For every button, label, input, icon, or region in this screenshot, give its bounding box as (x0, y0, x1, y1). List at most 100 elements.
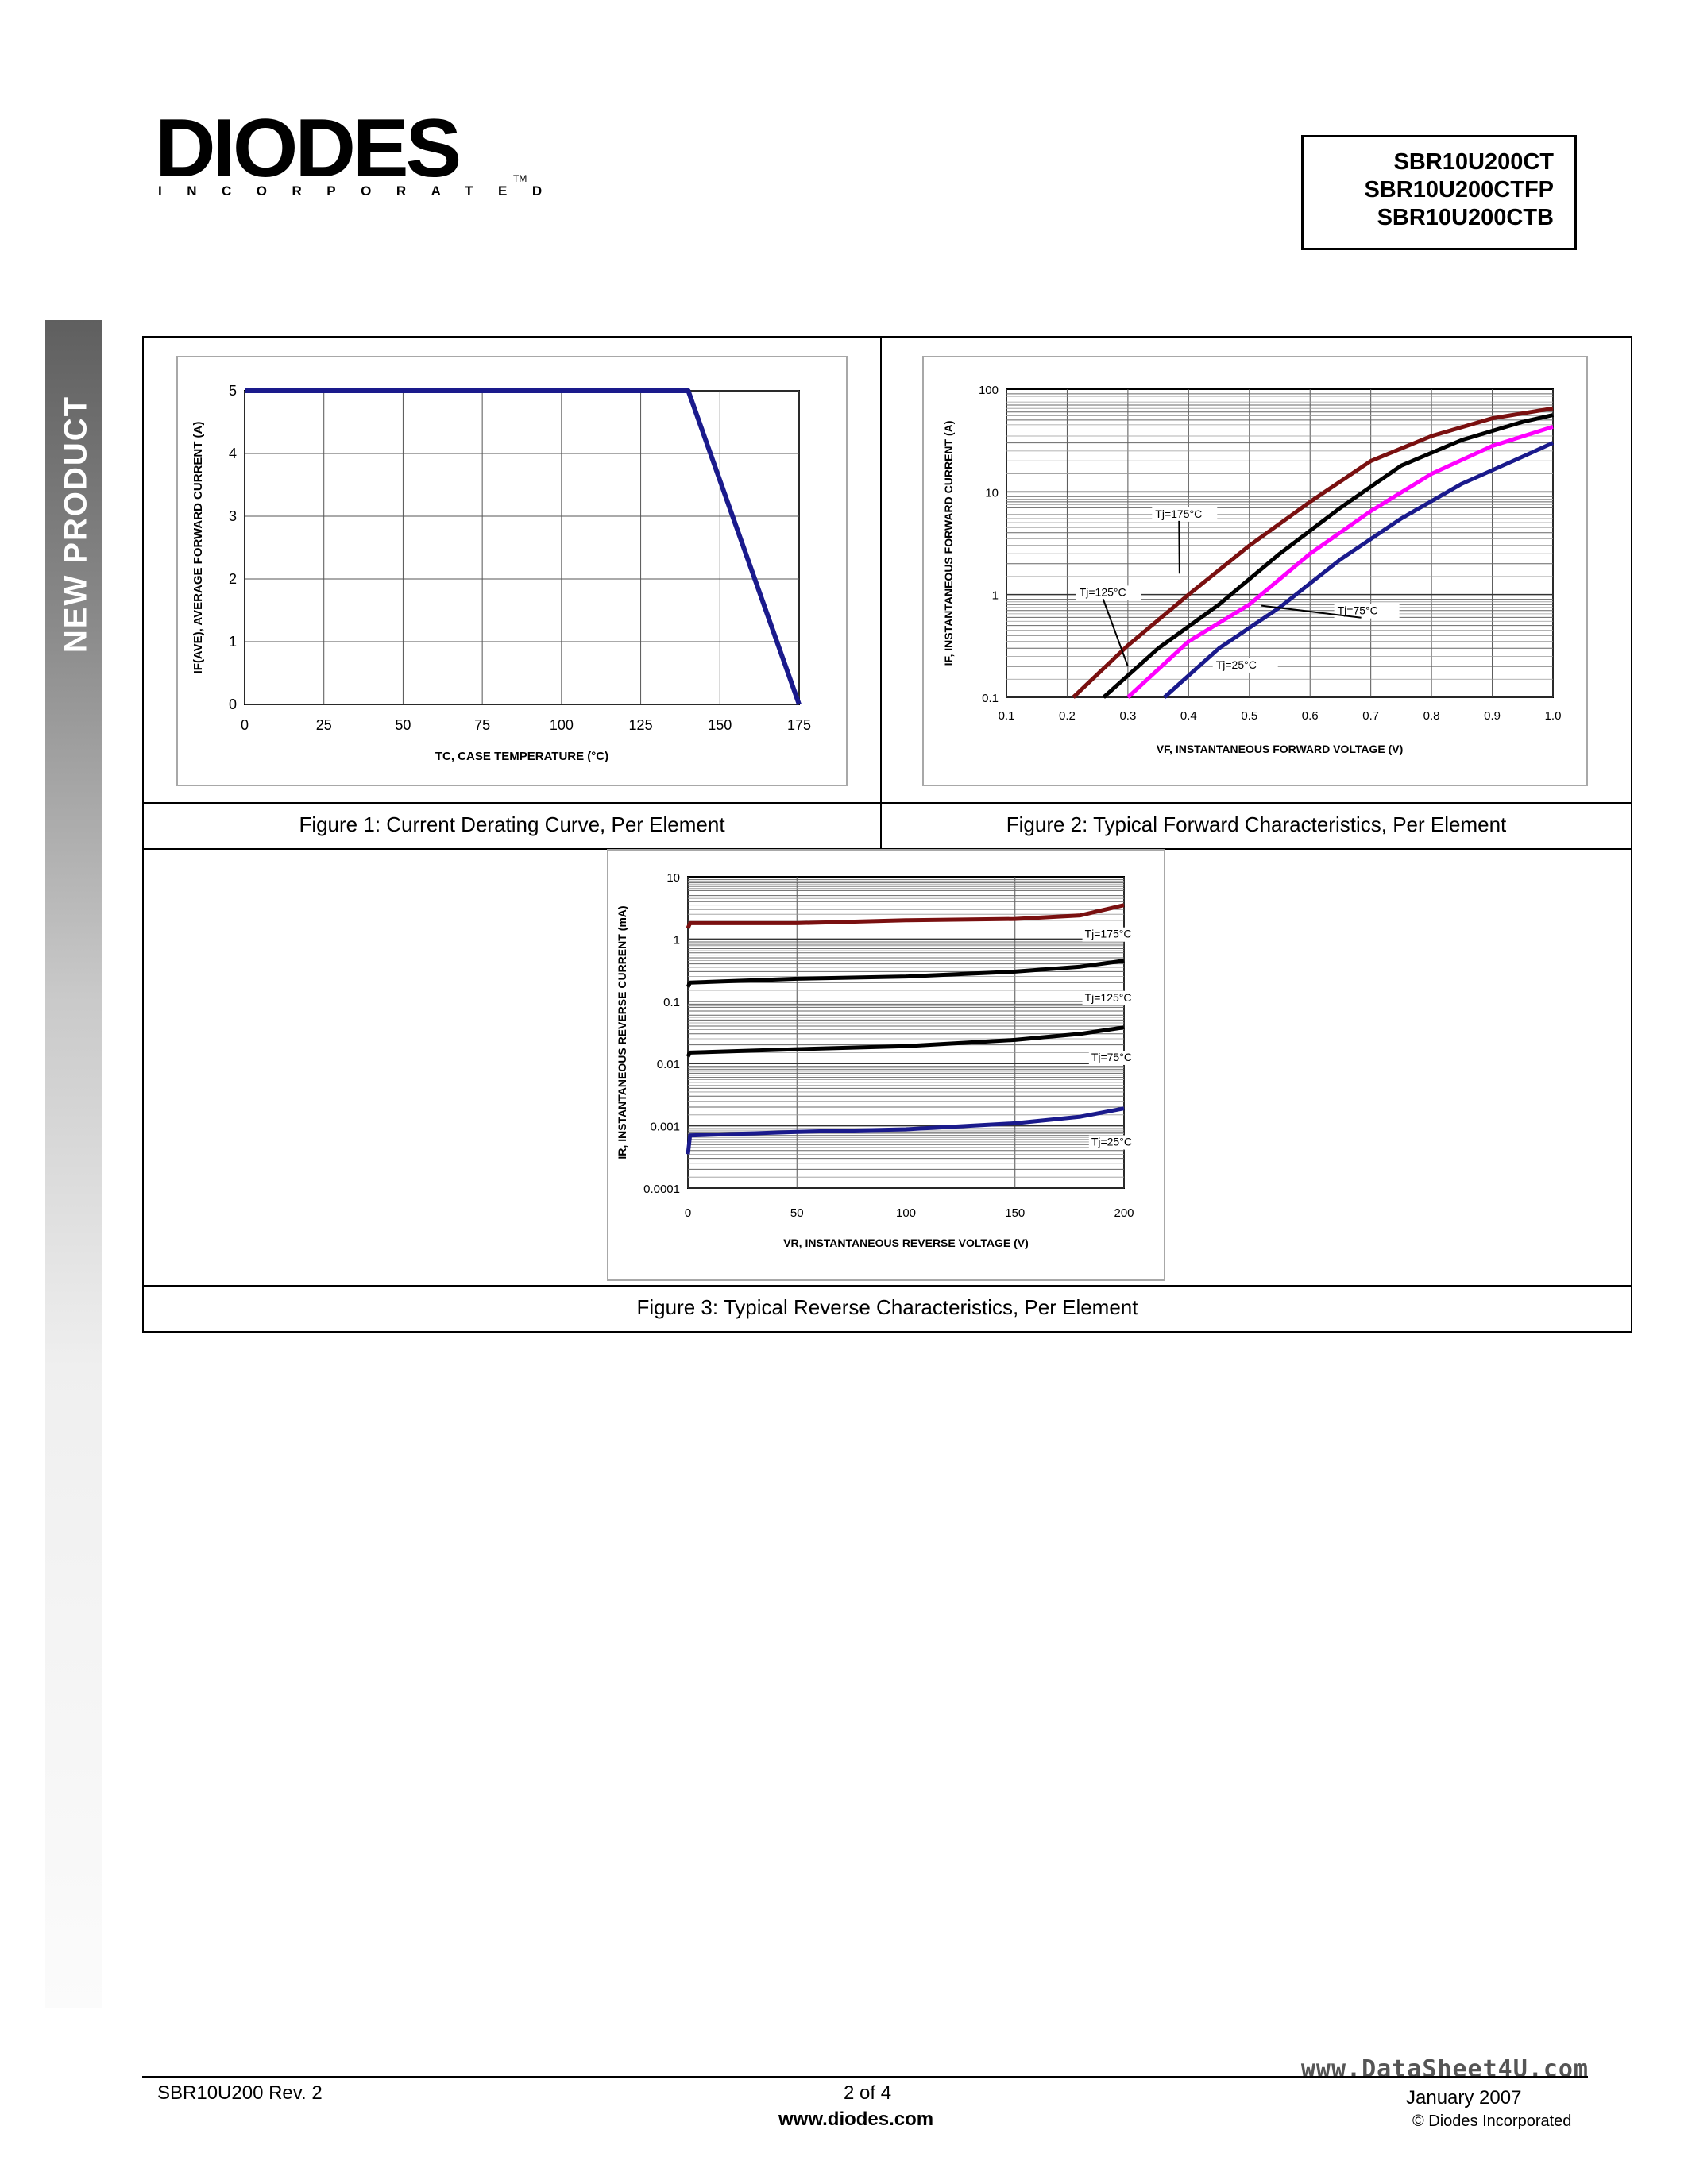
y-tick-label: 0 (229, 696, 237, 712)
series-line (245, 388, 802, 705)
x-tick-label: 200 (1114, 1206, 1134, 1220)
y-tick-label: 0.1 (982, 692, 999, 705)
x-axis-title: TC, CASE TEMPERATURE (°C) (435, 750, 608, 763)
x-tick-label: 50 (395, 717, 411, 733)
series-line (686, 1106, 1125, 1155)
x-tick-label: 0.8 (1423, 709, 1440, 723)
series-line (1072, 406, 1554, 699)
series-line (1163, 441, 1555, 699)
figure2-chart: 0.1 0.2 0.3 0.4 0.5 0.6 0.7 0.8 0.9 1.0 0.1 1 10 100 V… (922, 356, 1588, 786)
footer-copyright: © Diodes Incorporated (1412, 2113, 1572, 2130)
forward-chart-svg: 0.1 0.2 0.3 0.4 0.5 0.6 0.7 0.8 0.9 1.0 0.1 1 10 100 V… (942, 384, 1562, 755)
y-tick-label: 4 (229, 446, 237, 461)
logo-subtitle: INCORPORATED (158, 183, 567, 199)
x-tick-label: 0 (241, 717, 249, 733)
part-number: SBR10U200CT (1393, 149, 1554, 175)
figure-table (142, 336, 1632, 1333)
part-number: SBR10U200CTFP (1364, 177, 1554, 203)
y-tick-label: 10 (666, 871, 680, 885)
figure3-chart: 0 50 100 150 200 0.0001 0.001 0.01 0.1 1 10 VR, INS… (607, 849, 1165, 1281)
figure3-caption: Figure 3: Typical Reverse Characteristic… (636, 1295, 1138, 1319)
y-tick-label: 2 (229, 571, 237, 587)
annotation-bg (1082, 990, 1138, 1005)
annotation-label: Tj=75°C (1338, 604, 1378, 617)
annotation-arrow (1178, 520, 1180, 574)
x-tick-label: 0.2 (1059, 709, 1076, 723)
part-number: SBR10U200CTB (1377, 205, 1554, 230)
annotation-label: Tj=125°C (1080, 585, 1126, 598)
footer-page-number: 2 of 4 (844, 2082, 892, 2104)
annotation-label: Tj=125°C (1085, 991, 1132, 1004)
x-tick-label: 0.5 (1241, 709, 1257, 723)
annotation-bg (1082, 927, 1138, 942)
x-tick-label: 0.6 (1302, 709, 1319, 723)
diodes-logo: DIODES INCORPORATED (155, 102, 542, 203)
annotation-label: Tj=25°C (1216, 658, 1257, 671)
x-axis-title: VF, INSTANTANEOUS FORWARD VOLTAGE (V) (1157, 743, 1404, 755)
x-tick-label: 0.3 (1119, 709, 1136, 723)
y-tick-label: 0.01 (657, 1058, 680, 1071)
x-tick-label: 0.4 (1180, 709, 1197, 723)
x-tick-label: 75 (474, 717, 490, 733)
series-line (686, 903, 1125, 929)
annotation-bg (1334, 604, 1400, 619)
table-divider (142, 1285, 1632, 1287)
series-line (1102, 413, 1554, 699)
y-tick-label: 1 (229, 634, 237, 650)
new-product-sidebar (45, 320, 102, 2008)
y-tick-label: 0.0001 (643, 1183, 680, 1196)
x-tick-label: 100 (896, 1206, 916, 1220)
y-axis-title: IF, INSTANTANEOUS FORWARD CURRENT (A) (942, 421, 955, 666)
y-tick-label: 1 (992, 589, 999, 603)
logo-wordmark: DIODES (155, 102, 462, 195)
y-tick-label: 10 (985, 486, 999, 500)
y-tick-label: 3 (229, 508, 237, 524)
y-tick-label: 1 (674, 933, 680, 947)
y-tick-label: 100 (979, 384, 999, 397)
x-tick-label: 50 (790, 1206, 804, 1220)
x-axis-title: VR, INSTANTANEOUS REVERSE VOLTAGE (V) (783, 1237, 1029, 1249)
x-tick-label: 175 (787, 717, 811, 733)
annotation-bg (1076, 585, 1141, 600)
x-tick-label: 1.0 (1545, 709, 1562, 723)
x-tick-label: 25 (316, 717, 332, 733)
sidebar-label: NEW PRODUCT (58, 395, 94, 654)
reverse-chart-svg: 0 50 100 150 200 0.0001 0.001 0.01 0.1 1 10 VR, INS… (616, 871, 1145, 1249)
series-line (1126, 425, 1554, 699)
x-tick-label: 100 (550, 717, 574, 733)
part-number-box: SBR10U200CT SBR10U200CTFP SBR10U200CTB (1301, 135, 1577, 250)
plot-area (244, 390, 800, 705)
x-tick-label: 150 (708, 717, 732, 733)
x-tick-label: 0.9 (1484, 709, 1501, 723)
x-tick-label: 0.7 (1362, 709, 1379, 723)
x-tick-label: 150 (1005, 1206, 1025, 1220)
annotation-label: Tj=25°C (1091, 1136, 1132, 1148)
annotation-bg (1088, 1050, 1145, 1065)
table-divider (880, 336, 882, 849)
y-axis-title: IF(AVE), AVERAGE FORWARD CURRENT (A) (191, 422, 205, 674)
footer-rule (142, 2076, 1588, 2078)
annotation-label: Tj=75°C (1091, 1051, 1132, 1063)
footer-date: January 2007 (1406, 2087, 1522, 2109)
x-tick-label: 125 (629, 717, 653, 733)
annotation-bg (1152, 507, 1218, 522)
figure1-chart: 0 25 50 75 100 125 150 175 0 1 2 3 4 5 TC, CASE TEMPER… (176, 356, 848, 786)
footer-revision: SBR10U200 Rev. 2 (157, 2082, 323, 2104)
x-tick-label: 0 (685, 1206, 691, 1220)
figure2-caption: Figure 2: Typical Forward Characteristic… (1006, 812, 1507, 836)
derating-chart-svg: 0 25 50 75 100 125 150 175 0 1 2 3 4 5 TC, CASE TEMPER… (191, 383, 811, 763)
figure1-caption: Figure 1: Current Derating Curve, Per El… (299, 812, 725, 836)
y-tick-label: 0.1 (663, 996, 680, 1009)
annotation-arrow (1261, 604, 1362, 619)
annotation-label: Tj=175°C (1085, 928, 1132, 940)
y-tick-label: 5 (229, 383, 237, 399)
series-line (686, 959, 1125, 988)
x-tick-label: 0.1 (999, 709, 1015, 723)
trademark-mark: TM (513, 173, 527, 184)
footer-website-link[interactable]: www.diodes.com (778, 2109, 934, 2130)
annotation-label: Tj=175°C (1155, 507, 1202, 520)
y-tick-label: 0.001 (650, 1121, 680, 1134)
watermark-url: www.DataSheet4U.com (1300, 2055, 1589, 2083)
annotation-bg (1212, 658, 1278, 673)
annotation-arrow (1102, 599, 1129, 667)
